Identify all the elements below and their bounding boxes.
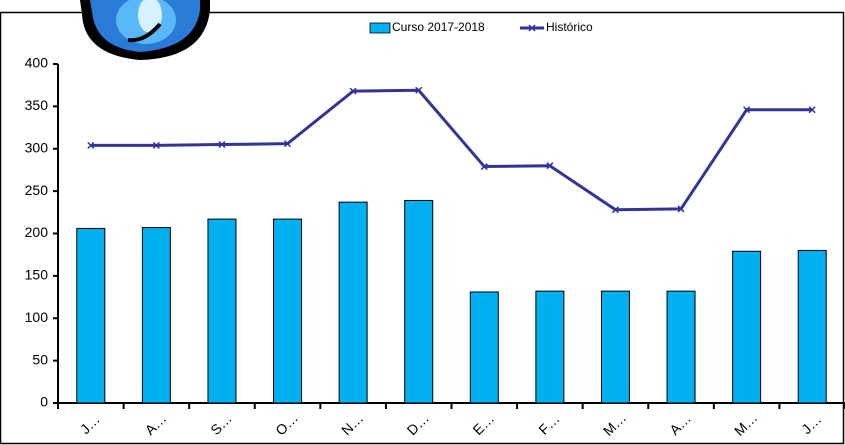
y-tick-label: 300	[25, 139, 49, 155]
line-marker	[808, 106, 816, 114]
bar	[797, 249, 827, 404]
line-marker	[677, 205, 685, 213]
line-marker	[349, 87, 357, 95]
line-marker	[611, 206, 619, 214]
line-marker	[415, 86, 423, 94]
y-tick-label: 400	[25, 55, 49, 71]
line-marker	[87, 141, 95, 149]
x-tick-label: A…	[666, 410, 694, 438]
y-tick-label: 50	[32, 351, 48, 367]
x-tick-label: E…	[469, 410, 497, 438]
x-tick-label: A…	[142, 410, 170, 438]
legend-label: Histórico	[546, 20, 593, 34]
bar	[732, 250, 762, 404]
y-tick-label: 100	[25, 309, 49, 325]
line-marker	[284, 140, 292, 148]
bar	[338, 201, 368, 404]
line-marker	[480, 163, 488, 171]
bar	[469, 291, 499, 404]
x-tick-label: J…	[77, 411, 103, 437]
x-tick-label: M…	[731, 409, 760, 438]
legend-swatch	[369, 22, 391, 34]
bar	[600, 290, 630, 404]
x-tick-label: F…	[535, 410, 562, 437]
bar	[404, 199, 434, 404]
line-marker	[743, 106, 751, 114]
x-tick-label: O…	[272, 410, 301, 439]
bar	[76, 227, 106, 404]
bar	[141, 227, 171, 404]
y-tick-label: 0	[40, 394, 48, 410]
x-tick-label: D…	[404, 410, 432, 438]
chart-frame	[0, 11, 845, 445]
x-tick-label: S…	[207, 410, 235, 438]
y-tick-label: 150	[25, 267, 49, 283]
line-marker	[218, 140, 226, 149]
bar	[207, 218, 237, 404]
x-tick-label: M…	[600, 409, 629, 438]
bar	[535, 290, 565, 404]
y-tick-label: 200	[25, 224, 49, 240]
x-tick-label: J…	[798, 411, 824, 437]
y-tick-label: 250	[25, 182, 49, 198]
y-tick-label: 350	[25, 97, 49, 113]
x-tick-label: N…	[338, 410, 366, 438]
bar	[273, 218, 303, 404]
bar	[666, 290, 696, 404]
line-marker	[546, 162, 554, 170]
legend-swatch-marker	[528, 24, 536, 32]
legend-label: Curso 2017-2018	[392, 20, 485, 34]
logo-icon	[80, 0, 210, 60]
line	[90, 88, 813, 212]
line-marker	[152, 141, 160, 149]
